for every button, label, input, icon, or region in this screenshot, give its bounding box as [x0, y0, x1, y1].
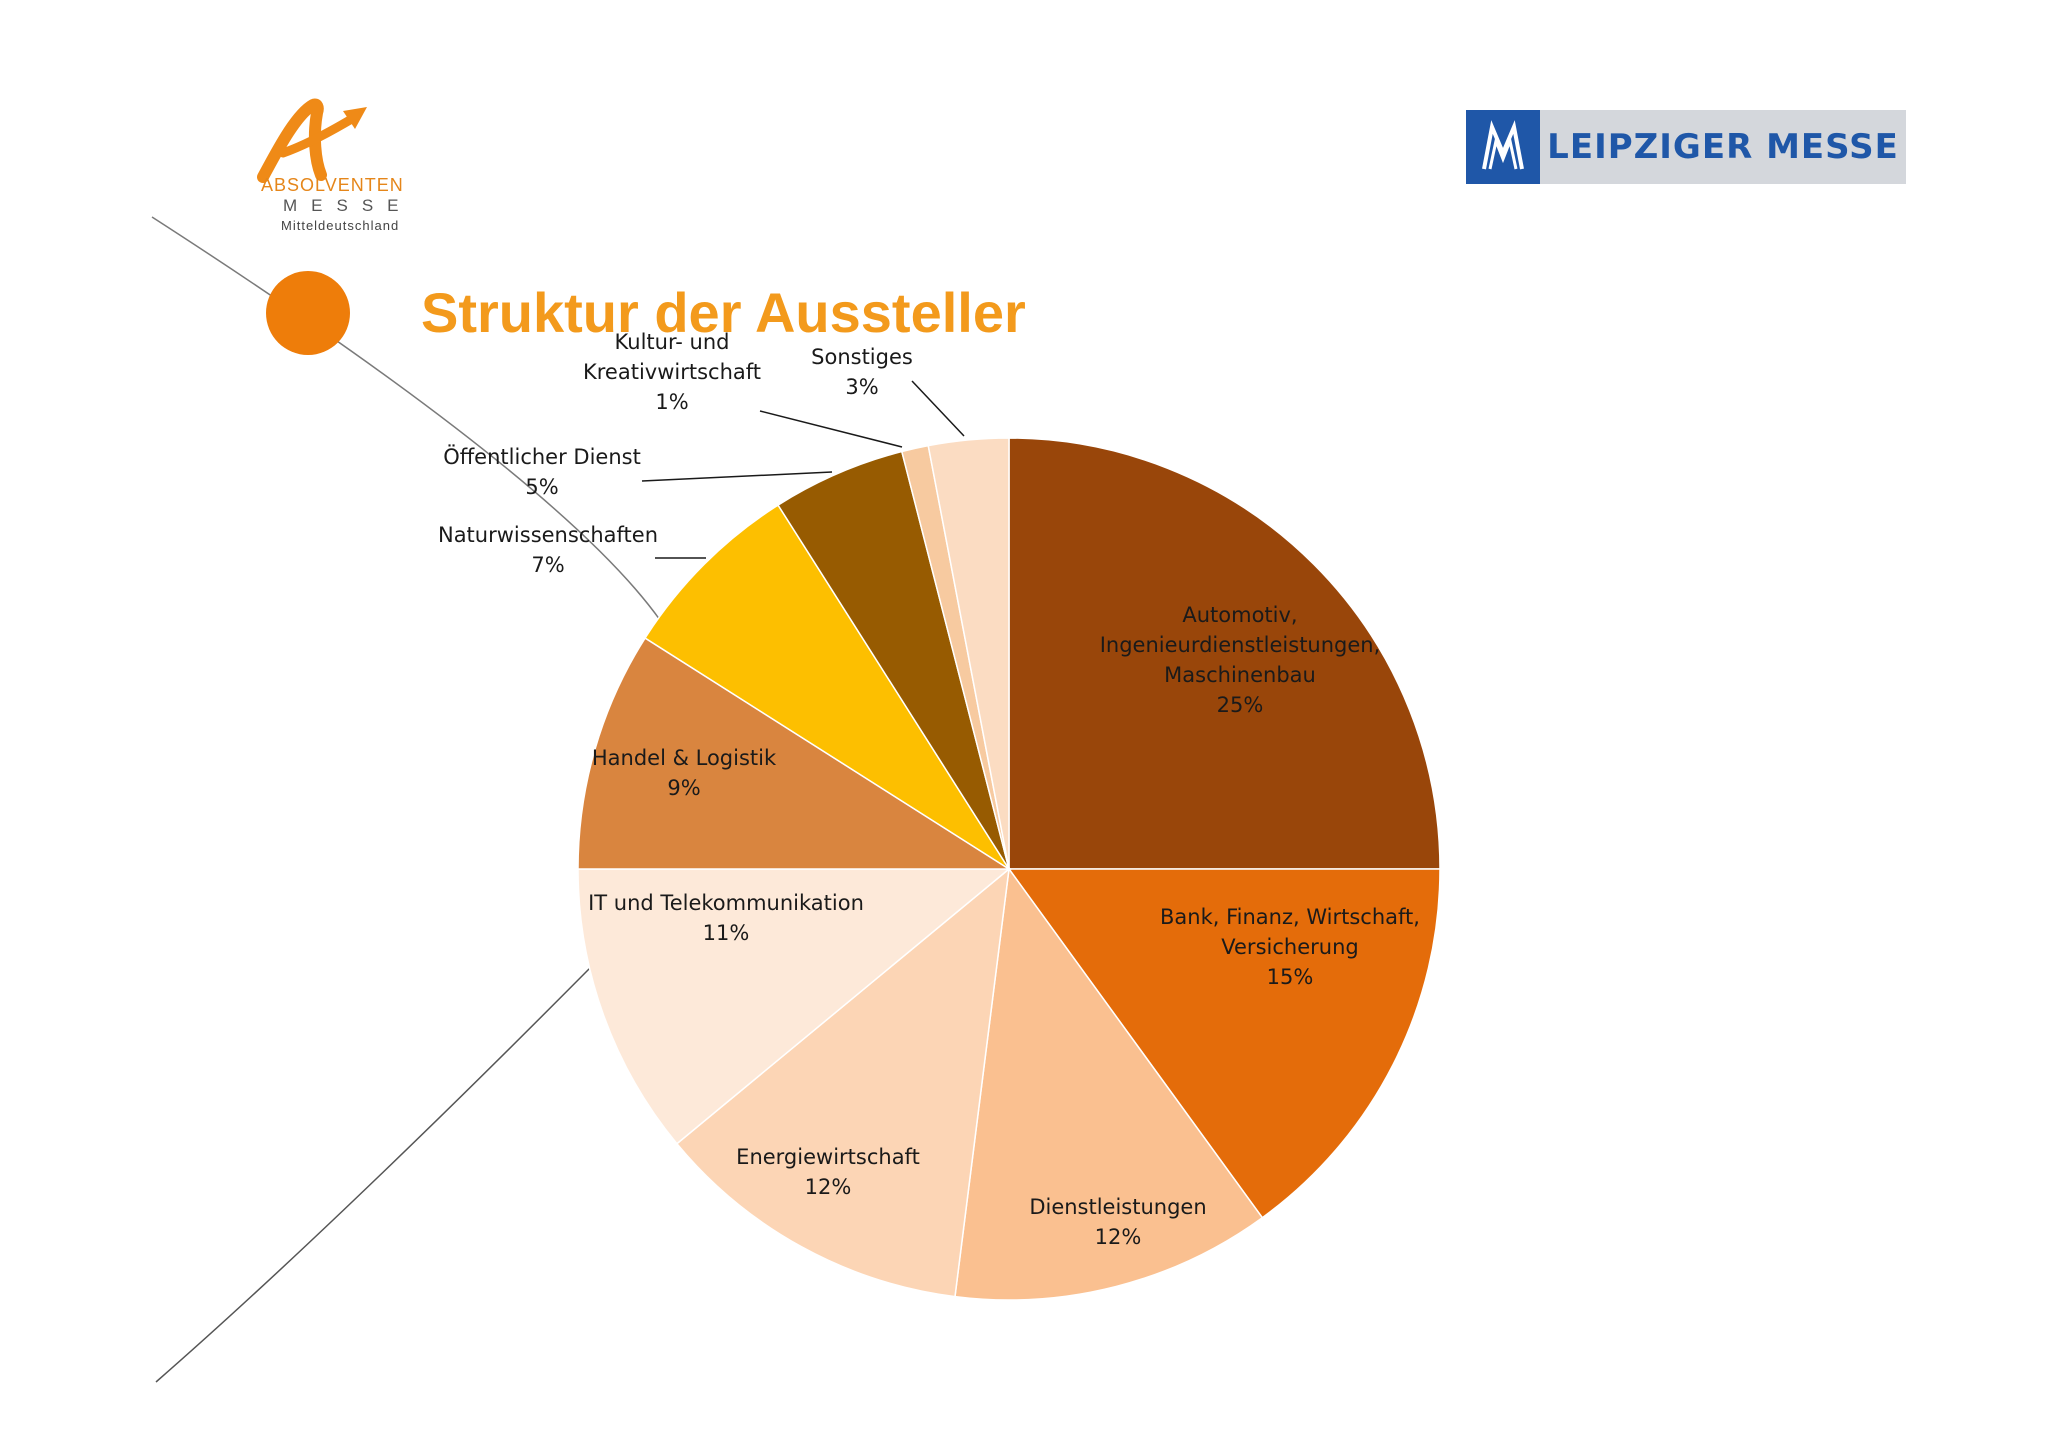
- pie-slice-5: [577, 637, 1012, 870]
- slice-label-5: Handel & Logistik 9%: [592, 746, 777, 800]
- pie-slice-2: [954, 867, 1264, 1301]
- slice-label-8: Kultur- und Kreativwirtschaft 1%: [583, 330, 761, 414]
- slice-label-7: Öffentlicher Dienst 5%: [443, 444, 641, 499]
- slice-percent: 3%: [845, 375, 878, 399]
- slice-label-line: Dienstleistungen: [1029, 1195, 1206, 1219]
- slice-label-0: Automotiv, Ingenieurdienstleistungen, Masc…: [1100, 603, 1381, 717]
- slice-label-line: Naturwissenschaften: [438, 523, 658, 547]
- pie-slice-1: [1007, 868, 1441, 1219]
- logo-line1: ABSOLVENTEN: [261, 175, 404, 195]
- slice-label-line: Handel & Logistik: [592, 746, 777, 770]
- logo-line2: MESSE: [283, 196, 413, 215]
- pie-slice-9: [927, 437, 1010, 870]
- slice-label-line: Kultur- und: [615, 330, 730, 354]
- slice-label-line: IT und Telekommunikation: [588, 891, 864, 915]
- slice-percent: 11%: [703, 921, 750, 945]
- slice-label-1: Bank, Finanz, Wirtschaft, Versicherung 15%: [1160, 905, 1420, 989]
- slice-label-line: Energiewirtschaft: [736, 1145, 920, 1169]
- slice-percent: 9%: [667, 776, 700, 800]
- logo-line3: Mitteldeutschland: [281, 218, 400, 233]
- slice-label-3: Energiewirtschaft 12%: [736, 1145, 920, 1199]
- logo-a-arrow-icon: [257, 98, 367, 183]
- slice-label-9: Sonstiges 3%: [811, 345, 913, 399]
- slice-label-line: Ingenieurdienstleistungen,: [1100, 633, 1381, 657]
- leipziger-messe-wordmark: LEIPZIGER MESSE: [1540, 110, 1906, 184]
- orange-dot: [266, 271, 350, 355]
- slice-label-line: Bank, Finanz, Wirtschaft,: [1160, 905, 1420, 929]
- slice-percent: 12%: [805, 1175, 852, 1199]
- leader-line-8: [759, 410, 903, 448]
- slice-label-line: Maschinenbau: [1164, 663, 1316, 687]
- slice-label-line: Öffentlicher Dienst: [443, 444, 641, 469]
- slice-label-4: IT und Telekommunikation 11%: [588, 891, 864, 945]
- slice-percent: 5%: [525, 475, 558, 499]
- slice-label-2: Dienstleistungen 12%: [1029, 1195, 1206, 1249]
- slice-label-line: Automotiv,: [1182, 603, 1297, 627]
- slice-label-line: Kreativwirtschaft: [583, 360, 761, 384]
- pie-slice-0: [1008, 437, 1441, 870]
- slice-percent: 1%: [655, 390, 688, 414]
- slice-percent: 25%: [1217, 693, 1264, 717]
- slice-percent: 12%: [1095, 1225, 1142, 1249]
- slice-label-line: Versicherung: [1221, 935, 1358, 959]
- page-title: Struktur der Aussteller: [421, 281, 1026, 344]
- pie-slice-3: [675, 867, 1010, 1298]
- leipziger-messe-logo: LEIPZIGER MESSE: [1466, 110, 1906, 184]
- leader-line-7: [641, 471, 833, 482]
- pie-slice-4: [577, 868, 1012, 1145]
- slice-percent: 7%: [531, 553, 564, 577]
- pie-slice-6: [644, 504, 1010, 870]
- slice-percent: 15%: [1267, 965, 1314, 989]
- leipziger-messe-mm-icon: [1466, 110, 1540, 184]
- leader-line-9: [911, 380, 965, 437]
- slice-label-6: Naturwissenschaften 7%: [438, 523, 658, 577]
- absolventen-messe-logo: ABSOLVENTEN MESSE Mitteldeutschland: [255, 95, 445, 245]
- slice-label-line: Sonstiges: [811, 345, 913, 369]
